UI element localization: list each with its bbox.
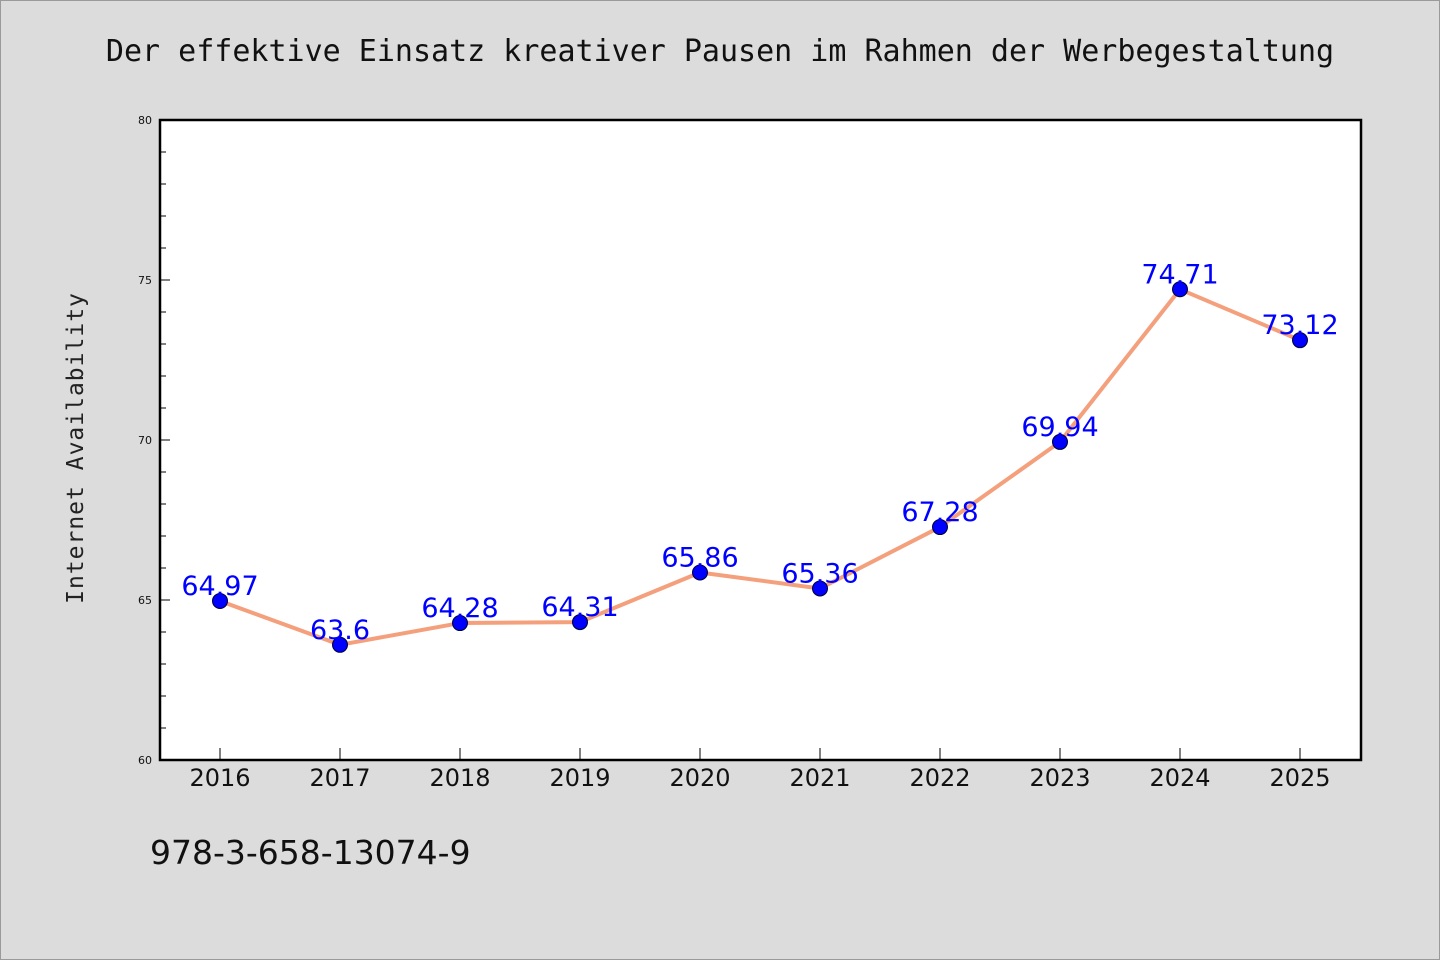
data-point xyxy=(1172,281,1188,298)
y-axis: 60 65 70 75 80 xyxy=(138,114,170,767)
x-tick-label: 2022 xyxy=(909,764,970,792)
y-tick-label: 80 xyxy=(138,114,152,127)
data-label: 63.6 xyxy=(310,615,370,646)
x-tick-label: 2025 xyxy=(1269,764,1330,792)
x-tick-label: 2021 xyxy=(789,764,850,792)
data-labels: 64.97 63.6 64.28 64.31 65.86 65.36 67.28 69.94 7… xyxy=(181,259,1338,646)
series-line xyxy=(218,287,1302,647)
data-point xyxy=(932,519,948,536)
data-point xyxy=(1052,433,1068,450)
isbn-text: 978-3-658-13074-9 xyxy=(150,833,471,872)
data-point xyxy=(1292,332,1308,349)
data-point xyxy=(212,592,228,609)
data-label: 67.28 xyxy=(901,497,978,528)
data-point xyxy=(332,636,348,653)
x-tick-label: 2017 xyxy=(309,764,370,792)
x-axis: 2016 2017 2018 2019 2020 2021 2022 2023 2024 2025 xyxy=(189,748,1331,792)
data-label: 64.31 xyxy=(541,592,618,623)
data-point xyxy=(572,614,588,631)
y-tick-label: 65 xyxy=(138,594,152,607)
x-tick-label: 2024 xyxy=(1149,764,1210,792)
data-label: 64.28 xyxy=(421,593,498,624)
series-group xyxy=(212,281,1308,653)
data-label: 65.36 xyxy=(781,558,858,589)
x-tick-label: 2018 xyxy=(429,764,490,792)
chart-title: Der effektive Einsatz kreativer Pausen i… xyxy=(105,34,1335,69)
data-point xyxy=(812,580,828,597)
y-tick-label: 75 xyxy=(138,274,152,287)
y-tick-label: 60 xyxy=(138,754,152,767)
data-label: 69.94 xyxy=(1021,412,1098,443)
data-label: 74.71 xyxy=(1141,259,1218,290)
x-tick-label: 2023 xyxy=(1029,764,1090,792)
data-label: 65.86 xyxy=(661,542,738,573)
y-tick-label: 70 xyxy=(138,434,152,447)
x-tick-label: 2020 xyxy=(669,764,730,792)
x-tick-label: 2019 xyxy=(549,764,610,792)
data-point xyxy=(692,564,708,581)
data-point xyxy=(452,615,468,632)
x-tick-label: 2016 xyxy=(189,764,250,792)
data-label: 73.12 xyxy=(1261,310,1338,341)
data-label: 64.97 xyxy=(181,571,258,602)
plot-area xyxy=(158,118,1363,762)
